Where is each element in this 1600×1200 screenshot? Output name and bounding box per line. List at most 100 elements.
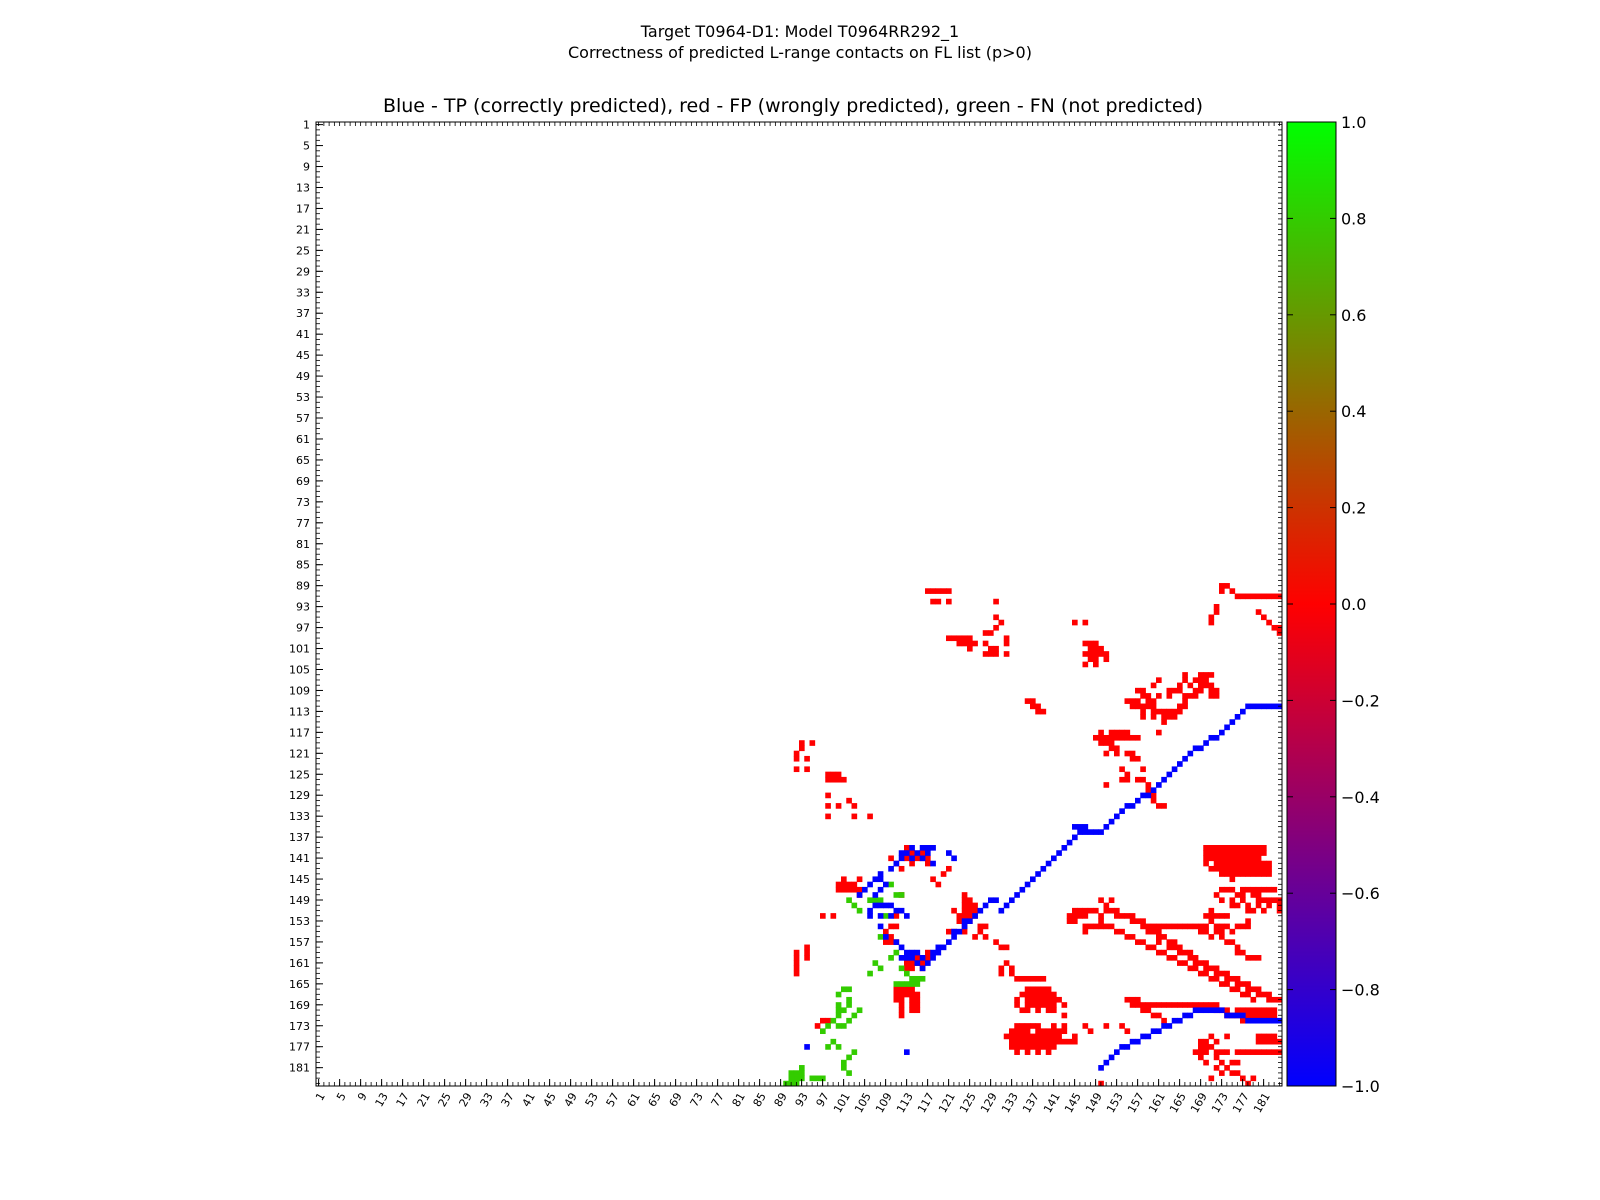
contact-cell-fp [1124,934,1131,940]
contact-cell-fp [1240,1075,1246,1082]
figure-suptitle-line1: Target T0964-D1: Model T0964RR292_1 [640,22,960,41]
contact-cell-fp [1240,949,1246,956]
contact-cell-tp [883,902,889,909]
contact-cell-fn [867,970,873,977]
contact-cell-fp [1061,1023,1068,1029]
contact-cell-fp [1150,1002,1157,1008]
contact-cell-fp [1093,640,1099,647]
contact-cell-fn [904,981,910,987]
contact-cell-fp [1019,1033,1026,1040]
plot-area-frame [315,121,1283,1087]
contact-cell-fp [982,640,989,647]
contact-cell-fp [1208,934,1215,940]
contact-cell-tp [1124,803,1131,809]
contact-cell-fp [1203,672,1209,678]
contact-cell-fp [1255,865,1262,872]
contact-cell-fp [1124,698,1131,704]
contact-cell-fp [1030,1044,1036,1050]
contact-cell-fp [1250,996,1257,1003]
contact-cell-tp [1177,761,1183,767]
contact-cell-fp [1087,645,1094,652]
contact-cell-fp [1234,944,1241,951]
contact-cell-fp [946,635,952,642]
contact-cell-fp [1129,918,1136,924]
y-tick-label: 97 [296,622,310,635]
contact-cell-fp [804,949,810,956]
contact-cell-fp [1240,897,1246,904]
contact-cell-fp [1224,865,1230,872]
contact-cell-fp [1156,934,1162,940]
contact-cell-fp [1203,965,1209,972]
contact-cell-fp [1098,651,1104,657]
contact-cell-fp [1035,1033,1041,1040]
y-tick-label: 117 [289,726,310,739]
x-tick-label: 93 [793,1091,811,1110]
y-tick-label: 149 [289,894,310,907]
y-tick-label: 85 [296,559,310,572]
contact-cell-fp [820,1017,826,1024]
contact-cell-tp [951,934,957,940]
contact-cell-fp [1003,651,1010,657]
contact-cell-fp [1166,1002,1173,1008]
contact-cell-fp [1135,996,1141,1003]
contact-cell-fp [1040,1044,1047,1050]
contact-cell-fp [1014,1038,1020,1045]
contact-cell-fp [1271,897,1278,904]
contact-cell-fp [1035,1028,1041,1035]
contact-cell-fp [1161,1017,1167,1024]
contact-cell-fp [1019,1007,1026,1014]
contact-cell-fp [1245,923,1251,930]
contact-cell-tp [909,855,915,862]
x-tick-label: 117 [915,1091,937,1116]
contact-cell-tp [1077,829,1083,835]
contact-cell-fp [1261,1012,1267,1019]
contact-cell-fp [1261,593,1267,600]
contact-cell-tp [1135,1038,1141,1045]
x-tick-label: 129 [978,1091,1000,1116]
x-tick-label: 69 [667,1091,685,1110]
contact-cell-fp [1051,1033,1057,1040]
contact-cell-fp [1208,907,1215,914]
y-tick-label: 165 [289,978,310,991]
contact-cell-fn [898,981,905,987]
contact-cell-fp [1024,975,1031,982]
contact-cell-fp [1030,1002,1036,1008]
contact-cell-fp [1150,708,1157,715]
contact-cell-fp [1198,960,1204,966]
contact-cell-fp [1266,1012,1272,1019]
contact-cell-tp [904,913,910,919]
contact-cell-fp [1245,860,1251,867]
contact-cell-tp [909,955,915,961]
contact-cell-fp [993,651,999,657]
contact-cell-tp [867,913,873,919]
contact-cell-fp [1066,918,1073,924]
contact-cell-fp [1040,1002,1047,1008]
contact-cell-fp [940,588,947,594]
contact-cell-fp [1040,986,1047,993]
contact-cell-tp [1213,1007,1220,1014]
contact-cell-tp [804,1044,810,1050]
contact-cell-fp [1192,965,1199,972]
contact-cell-fp [1250,1075,1257,1082]
contact-cell-tp [883,934,889,940]
contact-cell-fp [1177,687,1183,694]
x-tick-label: 41 [520,1091,538,1110]
contact-cell-fp [1124,771,1131,778]
contact-cell-fp [1250,892,1257,898]
contact-cell-fp [1240,1017,1246,1024]
contact-cell-fp [925,855,931,862]
contact-cell-fp [1140,1002,1146,1008]
contact-cell-fn [846,996,852,1003]
contact-cell-fp [967,897,973,904]
contact-cell-tp [1219,1007,1225,1014]
contact-cell-tp [914,949,921,956]
contact-cell-fp [851,881,858,888]
contact-cell-fp [1135,776,1141,783]
contact-cell-fp [1182,703,1188,710]
contact-cell-fp [1177,949,1183,956]
x-tick-label: 133 [999,1091,1021,1116]
contact-cell-tp [1024,881,1031,888]
contact-cell-fp [1030,1023,1036,1029]
contact-cell-fp [1203,855,1209,862]
contact-cell-tp [940,944,947,951]
